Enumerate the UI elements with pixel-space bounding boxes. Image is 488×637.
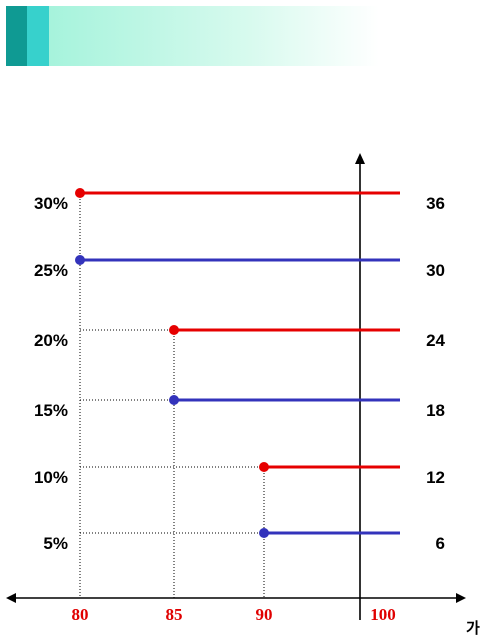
left-label-4: 10% xyxy=(34,468,68,487)
x-axis-left-arrow xyxy=(6,593,16,603)
x-tick-label-80: 80 xyxy=(72,605,89,624)
guide-lines xyxy=(79,193,265,598)
series-start-dot-3 xyxy=(169,395,179,405)
series-start-dot-4 xyxy=(259,462,269,472)
header-gradient-bar xyxy=(49,6,379,66)
series-start-dot-1 xyxy=(75,255,85,265)
right-label-0: 36 xyxy=(426,194,445,213)
series-lines xyxy=(75,188,400,538)
right-label-1: 30 xyxy=(426,261,445,280)
left-label-0: 30% xyxy=(34,194,68,213)
x-tick-label-85: 85 xyxy=(166,605,183,624)
left-label-2: 20% xyxy=(34,331,68,350)
axes xyxy=(6,153,466,620)
x-axis-unit-label: 가 xyxy=(466,619,480,637)
left-label-3: 15% xyxy=(34,401,68,420)
x-tick-label-90: 90 xyxy=(256,605,273,624)
right-label-3: 18 xyxy=(426,401,445,420)
x-tick-label-100: 100 xyxy=(370,605,396,624)
header-accent-dark xyxy=(6,6,27,66)
header-accent-mid xyxy=(27,6,49,66)
right-label-2: 24 xyxy=(426,331,445,350)
series-start-dot-2 xyxy=(169,325,179,335)
header-banner xyxy=(0,0,488,70)
right-label-5: 6 xyxy=(436,534,445,553)
y-axis-arrow xyxy=(355,153,365,164)
series-start-dot-5 xyxy=(259,528,269,538)
right-label-4: 12 xyxy=(426,468,445,487)
x-axis-right-arrow xyxy=(456,593,466,603)
series-start-dot-0 xyxy=(75,188,85,198)
left-label-1: 25% xyxy=(34,261,68,280)
left-label-5: 5% xyxy=(43,534,68,553)
labels: 30% 25% 20% 15% 10% 5% 36 30 24 18 12 6 80 85 90 100 가 xyxy=(34,194,480,637)
